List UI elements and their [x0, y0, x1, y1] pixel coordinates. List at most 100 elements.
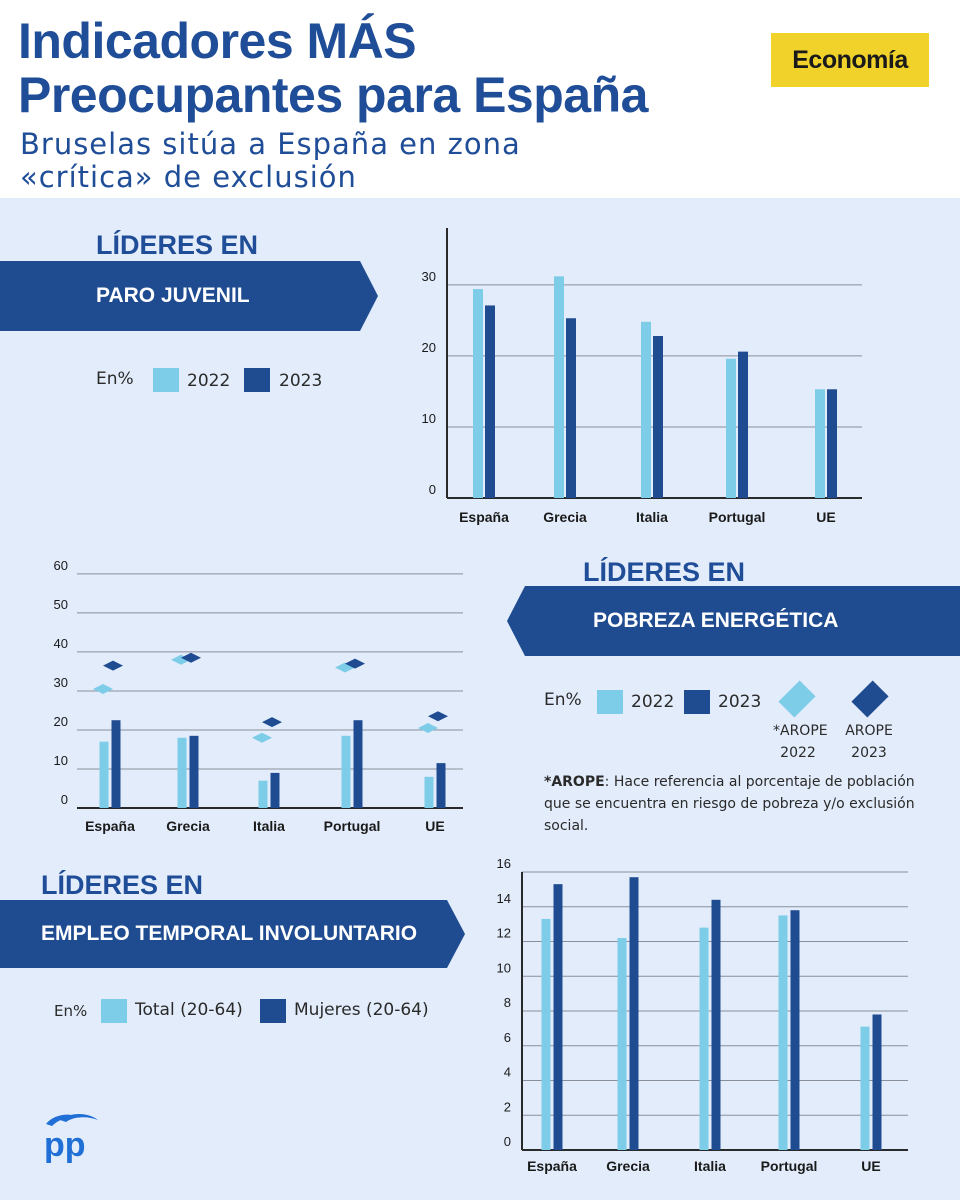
- arope-2023-label: AROPE 2023: [843, 720, 895, 764]
- empleo-category-label: Portugal: [761, 1158, 818, 1174]
- page-subtitle: Bruselas sitúa a España en zona «crítica…: [20, 128, 521, 194]
- paro-ytick-label: 10: [422, 411, 436, 426]
- page-title: Indicadores MÁS Preocupantes para España: [18, 14, 648, 122]
- pobreza-arope-marker-2022: [418, 723, 438, 734]
- pobreza-legend-2022: 2022: [631, 692, 675, 712]
- paro-category-label: UE: [816, 509, 835, 525]
- pobreza-legend-2022-swatch: [597, 690, 623, 714]
- pobreza-lideres-heading: LÍDERES EN: [583, 557, 746, 587]
- paro-bar-b: [653, 336, 663, 498]
- empleo-category-label: Italia: [694, 1158, 726, 1174]
- paro-bar-a: [815, 389, 825, 498]
- pobreza-bar-a: [99, 741, 109, 808]
- empleo-ytick-label: 8: [504, 995, 511, 1010]
- arope-2023-diamond-icon: [851, 680, 889, 718]
- paro-category-label: Portugal: [709, 509, 766, 525]
- subtitle-line1: Bruselas sitúa a España en zona: [20, 127, 521, 161]
- paro-ytick-label: 30: [422, 269, 436, 284]
- paro-category-label: España: [459, 509, 509, 525]
- pobreza-legend-2023-swatch: [684, 690, 710, 714]
- paro-bar-b: [827, 389, 837, 498]
- pobreza-category-label: Grecia: [166, 818, 210, 834]
- pobreza-bar-a: [177, 737, 187, 808]
- paro-bar-b: [485, 305, 495, 498]
- paro-lideres-heading: LÍDERES EN: [96, 230, 259, 260]
- empleo-unit-label: En%: [54, 1002, 88, 1020]
- empleo-legend-total-swatch: [101, 999, 127, 1023]
- empleo-bar-b: [629, 877, 639, 1150]
- arope-2022-label: *AROPE 2022: [773, 720, 828, 764]
- empleo-ytick-label: 10: [497, 960, 511, 975]
- empleo-category-label: Grecia: [606, 1158, 650, 1174]
- paro-unit-label: En%: [96, 369, 134, 389]
- pobreza-bar-a: [424, 776, 434, 808]
- pp-logo: pp: [40, 1110, 110, 1164]
- empleo-lideres-heading: LÍDERES EN: [41, 870, 204, 900]
- empleo-banner: EMPLEO TEMPORAL INVOLUNTARIO: [0, 900, 465, 968]
- empleo-ytick-label: 0: [504, 1134, 511, 1149]
- category-badge: Economía: [771, 33, 929, 87]
- arope-footnote: *AROPE: Hace referencia al porcentaje de…: [544, 771, 934, 837]
- paro-legend-2023-swatch: [244, 368, 270, 392]
- title-line1: Indicadores: [18, 13, 307, 69]
- empleo-bar-a: [617, 938, 627, 1150]
- empleo-category-label: UE: [861, 1158, 880, 1174]
- pobreza-ytick-label: 0: [61, 792, 68, 807]
- arope-2022-label-l1: *AROPE: [773, 723, 828, 739]
- pobreza-category-label: Italia: [253, 818, 285, 834]
- empleo-ytick-label: 2: [504, 1099, 511, 1114]
- empleo-ytick-label: 16: [497, 856, 511, 871]
- title-line2: Preocupantes para España: [18, 67, 648, 123]
- empleo-ytick-label: 4: [504, 1065, 511, 1080]
- pobreza-bar-a: [258, 780, 268, 808]
- paro-legend-2022-swatch: [153, 368, 179, 392]
- pobreza-bar-b: [189, 735, 199, 808]
- arope-2022-label-l2: 2022: [780, 745, 816, 761]
- subtitle-line2: «crítica» de exclusión: [20, 160, 357, 194]
- pobreza-arope-marker-2022: [93, 684, 113, 694]
- pobreza-category-label: UE: [425, 818, 444, 834]
- pobreza-arope-marker-2023: [103, 660, 123, 671]
- empleo-bar-b: [872, 1014, 882, 1150]
- pobreza-bar-b: [353, 720, 363, 808]
- pobreza-category-label: Portugal: [324, 818, 381, 834]
- paro-bar-a: [554, 276, 564, 498]
- pobreza-legend-2023: 2023: [718, 692, 762, 712]
- empleo-legend-mujeres-swatch: [260, 999, 286, 1023]
- arope-footnote-text: : Hace referencia al porcentaje de pobla…: [544, 774, 915, 834]
- empleo-bar-a: [699, 927, 709, 1150]
- paro-banner: PARO JUVENIL: [0, 261, 378, 331]
- empleo-ytick-label: 6: [504, 1030, 511, 1045]
- empleo-bar-a: [541, 918, 551, 1150]
- empleo-bar-a: [860, 1026, 870, 1150]
- empleo-bar-b: [553, 884, 563, 1150]
- arope-2022-diamond-icon: [778, 680, 816, 718]
- pobreza-ytick-label: 10: [54, 753, 68, 768]
- pobreza-arope-marker-2023: [345, 658, 365, 669]
- empleo-bar-b: [790, 910, 800, 1150]
- empleo-ytick-label: 12: [497, 926, 511, 941]
- empleo-category-label: España: [527, 1158, 577, 1174]
- pobreza-arope-marker-2022: [335, 662, 355, 673]
- pobreza-arope-marker-2023: [262, 717, 282, 728]
- pobreza-arope-marker-2023: [428, 711, 448, 722]
- paro-legend-2022: 2022: [187, 371, 231, 391]
- paro-bar-a: [641, 321, 651, 498]
- paro-bar-b: [566, 318, 576, 498]
- pobreza-ytick-label: 20: [54, 714, 68, 729]
- paro-legend-2023: 2023: [279, 371, 323, 391]
- pobreza-category-label: España: [85, 818, 135, 834]
- empleo-legend-total: Total (20-64): [135, 1000, 243, 1020]
- pobreza-arope-marker-2022: [171, 654, 191, 665]
- arope-2023-label-l2: 2023: [851, 745, 887, 761]
- pobreza-ytick-label: 30: [54, 675, 68, 690]
- arope-2023-label-l1: AROPE: [845, 723, 893, 739]
- title-emphasis: MÁS: [306, 13, 417, 69]
- empleo-bar-a: [778, 915, 788, 1150]
- empleo-bar-b: [711, 899, 721, 1150]
- arope-footnote-term: *AROPE: [544, 774, 605, 790]
- paro-ytick-label: 0: [429, 482, 436, 497]
- pobreza-arope-marker-2022: [252, 732, 272, 743]
- header: Indicadores MÁS Preocupantes para España…: [0, 0, 960, 198]
- pobreza-ytick-label: 40: [54, 636, 68, 651]
